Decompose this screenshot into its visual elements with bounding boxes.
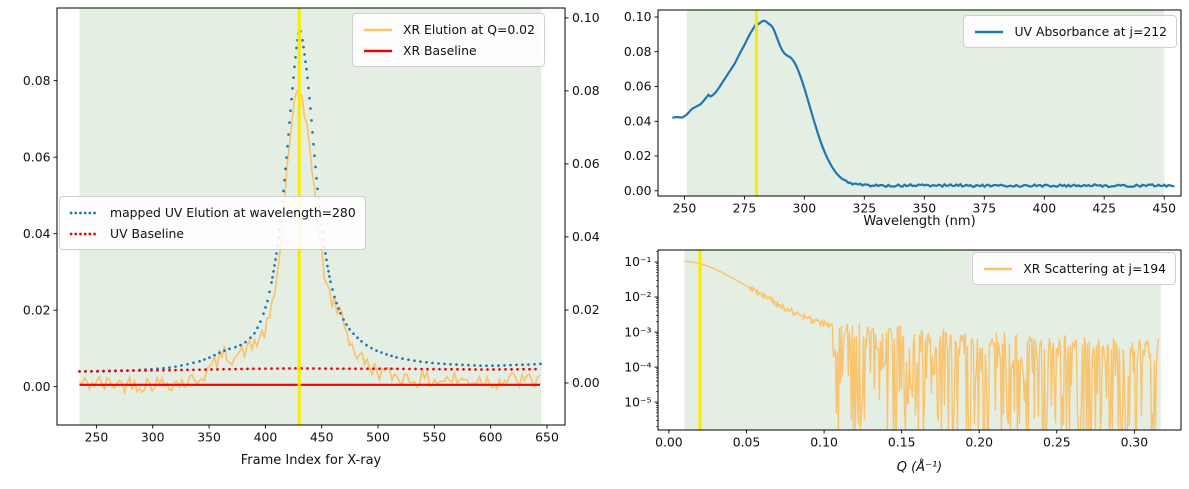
y-tick-label: 0.06 — [624, 79, 652, 94]
right-y-tick-label: 0.06 — [572, 156, 600, 171]
legend-label: UV Absorbance at j=212 — [1014, 24, 1167, 39]
uv-absorbance-legend: UV Absorbance at j=212 — [963, 15, 1177, 48]
axes-spines — [657, 9, 1182, 197]
right-y-tick-label: 0.00 — [572, 375, 600, 390]
x-tick-label: 400 — [1032, 201, 1056, 216]
y-tick-label: 10⁻³ — [624, 324, 651, 339]
x-tick-label: 425 — [1092, 201, 1116, 216]
x-tick-label: 550 — [422, 430, 446, 445]
x-tick-label: 250 — [673, 201, 697, 216]
legend-label: XR Scattering at j=194 — [1023, 261, 1166, 276]
legend-item: mapped UV Elution at wavelength=280 — [69, 202, 356, 223]
y-tick-label: 0.06 — [23, 149, 51, 164]
y-tick-label: 0.00 — [624, 183, 652, 198]
y-tick-label: 10⁻⁴ — [624, 359, 651, 374]
x-tick-label: 375 — [972, 201, 996, 216]
xr-elution-legend: XR Elution at Q=0.02 XR Baseline — [352, 13, 545, 67]
right-y-tick-label: 0.02 — [572, 302, 600, 317]
legend-label: UV Baseline — [110, 226, 185, 241]
legend-label: mapped UV Elution at wavelength=280 — [110, 205, 356, 220]
legend-item: XR Scattering at j=194 — [982, 258, 1166, 279]
y-tick-label: 0.10 — [624, 9, 652, 24]
legend-item: UV Absorbance at j=212 — [973, 21, 1167, 42]
legend-item: XR Elution at Q=0.02 — [362, 19, 535, 40]
y-tick-label: 0.00 — [23, 379, 51, 394]
x-tick-label: 275 — [733, 201, 757, 216]
y-tick-label: 10⁻² — [624, 289, 651, 304]
series-dotted — [78, 367, 537, 373]
axes-spines — [56, 7, 566, 426]
y-tick-label: 10⁻⁵ — [624, 394, 651, 409]
absorbance-x-axis-label: Wavelength (nm) — [863, 214, 976, 229]
x-tick-label: 0.20 — [965, 435, 993, 450]
y-tick-label: 0.02 — [624, 148, 652, 163]
x-tick-label: 0.05 — [733, 435, 761, 450]
y-tick-label: 0.04 — [624, 114, 652, 129]
dotted-line-swatch-icon — [69, 232, 101, 235]
x-tick-label: 400 — [254, 430, 278, 445]
x-tick-label: 350 — [197, 430, 221, 445]
right-y-tick-label: 0.08 — [572, 83, 600, 98]
x-tick-label: 0.10 — [810, 435, 838, 450]
x-tick-label: 450 — [310, 430, 334, 445]
x-tick-label: 325 — [852, 201, 876, 216]
right-y-tick-label: 0.04 — [572, 229, 600, 244]
solid-line-swatch-icon — [975, 30, 1004, 33]
series-line — [684, 260, 1160, 430]
x-tick-label: 350 — [912, 201, 936, 216]
scattering-x-axis-label: Q (Å⁻¹) — [896, 460, 943, 475]
legend-label: XR Baseline — [403, 43, 477, 58]
x-tick-label: 500 — [366, 430, 390, 445]
y-tick-label: 0.08 — [624, 44, 652, 59]
x-tick-label: 300 — [141, 430, 165, 445]
y-tick-label: 0.08 — [23, 73, 51, 88]
x-tick-label: 600 — [479, 430, 503, 445]
x-tick-label: 0.00 — [655, 435, 683, 450]
x-tick-label: 450 — [1152, 201, 1176, 216]
uv-elution-legend: mapped UV Elution at wavelength=280 UV B… — [59, 196, 366, 250]
dotted-line-swatch-icon — [69, 211, 101, 214]
xr-scattering-legend: XR Scattering at j=194 — [972, 252, 1176, 285]
solid-line-swatch-icon — [364, 49, 392, 52]
x-tick-label: 650 — [535, 430, 559, 445]
x-tick-label: 300 — [792, 201, 816, 216]
solid-line-swatch-icon — [364, 28, 392, 31]
x-tick-label: 250 — [85, 430, 109, 445]
legend-item: UV Baseline — [69, 223, 356, 244]
legend-item: XR Baseline — [362, 40, 535, 61]
right-y-tick-label: 0.10 — [572, 10, 600, 25]
elution-x-axis-label: Frame Index for X-ray — [240, 453, 382, 468]
y-tick-label: 0.04 — [23, 226, 51, 241]
solid-line-swatch-icon — [984, 267, 1013, 270]
x-tick-label: 0.25 — [1043, 435, 1071, 450]
y-tick-label: 10⁻¹ — [624, 254, 651, 269]
x-tick-label: 0.15 — [888, 435, 916, 450]
series-line — [78, 89, 541, 396]
y-tick-label: 0.02 — [23, 302, 51, 317]
x-tick-label: 0.30 — [1121, 435, 1149, 450]
legend-label: XR Elution at Q=0.02 — [403, 22, 535, 37]
